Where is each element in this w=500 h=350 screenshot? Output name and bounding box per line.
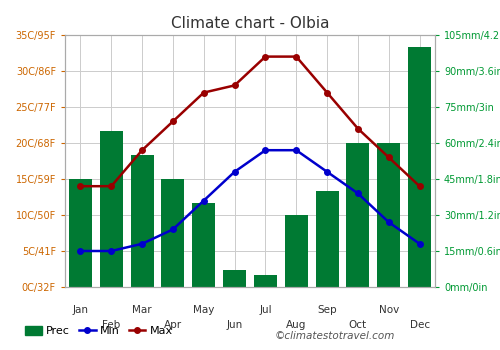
Bar: [69, 179, 92, 287]
Text: Oct: Oct: [349, 320, 367, 330]
Text: May: May: [193, 304, 214, 315]
Text: Nov: Nov: [378, 304, 399, 315]
Bar: [346, 143, 370, 287]
Bar: [162, 179, 184, 287]
Legend: Prec, Min, Max: Prec, Min, Max: [20, 322, 178, 341]
Text: Apr: Apr: [164, 320, 182, 330]
Text: ©climatestotravel.com: ©climatestotravel.com: [275, 331, 396, 341]
Bar: [130, 155, 154, 287]
Text: Aug: Aug: [286, 320, 306, 330]
Text: Sep: Sep: [318, 304, 337, 315]
Text: Jul: Jul: [259, 304, 272, 315]
Bar: [377, 143, 400, 287]
Text: Feb: Feb: [102, 320, 120, 330]
Text: Dec: Dec: [410, 320, 430, 330]
Title: Climate chart - Olbia: Climate chart - Olbia: [171, 16, 329, 31]
Text: Jun: Jun: [226, 320, 242, 330]
Bar: [316, 191, 338, 287]
Text: Mar: Mar: [132, 304, 152, 315]
Text: Jan: Jan: [72, 304, 88, 315]
Bar: [100, 131, 123, 287]
Bar: [408, 47, 431, 287]
Bar: [284, 215, 308, 287]
Bar: [192, 203, 216, 287]
Bar: [254, 275, 277, 287]
Bar: [223, 270, 246, 287]
